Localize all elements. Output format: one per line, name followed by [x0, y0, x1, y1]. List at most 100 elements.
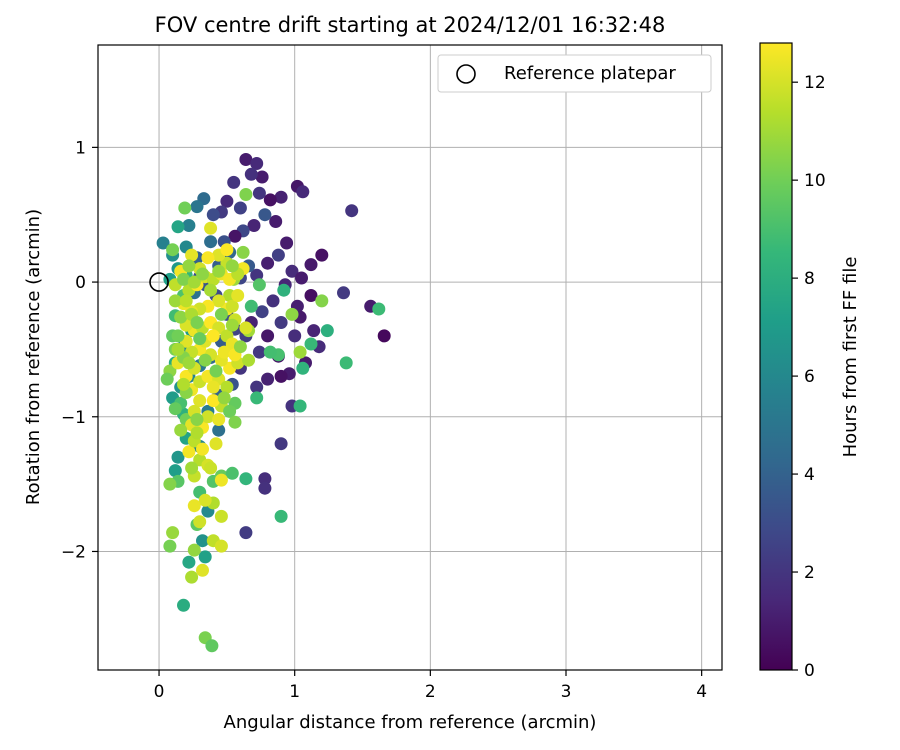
data-point [242, 353, 256, 367]
data-point [204, 461, 218, 475]
x-axis-label: Angular distance from reference (arcmin) [224, 712, 597, 733]
data-point [185, 461, 199, 475]
legend: Reference platepar [437, 54, 712, 93]
data-point [156, 236, 170, 250]
data-point [252, 186, 266, 200]
data-point [217, 345, 231, 359]
data-point [315, 294, 329, 308]
data-point [187, 543, 201, 557]
colorbar-label: Hours from first FF file [840, 257, 861, 458]
data-point [220, 194, 234, 208]
data-point [304, 337, 318, 351]
data-point [174, 310, 188, 324]
colorbar-tick-label: 0 [804, 661, 815, 681]
data-point [193, 394, 207, 408]
data-point [160, 372, 174, 386]
data-point [182, 555, 196, 569]
data-point [198, 493, 212, 507]
data-point [258, 208, 272, 222]
data-point [220, 243, 234, 257]
data-point [304, 258, 318, 272]
data-point [244, 299, 258, 313]
data-point [239, 188, 253, 201]
data-point [339, 356, 353, 370]
data-point [244, 167, 258, 181]
data-point [223, 404, 237, 418]
data-point [261, 256, 275, 270]
data-point [372, 302, 386, 316]
data-point [174, 423, 188, 437]
data-point [269, 215, 283, 228]
colorbar-tick-label: 8 [804, 269, 815, 289]
data-point [171, 220, 185, 234]
data-point [206, 329, 220, 343]
data-point [196, 442, 209, 456]
data-point [377, 329, 391, 343]
data-point [228, 415, 242, 429]
data-point [212, 413, 226, 426]
colorbar-tick-label: 10 [804, 171, 826, 191]
data-point [252, 345, 266, 359]
data-point [166, 526, 180, 540]
data-point [274, 369, 288, 383]
x-tick-label: 4 [696, 682, 707, 702]
data-point [225, 259, 239, 273]
data-point [214, 473, 228, 487]
data-point [217, 391, 231, 405]
data-point [239, 526, 253, 540]
data-point [239, 321, 253, 335]
data-point [201, 251, 215, 265]
colorbar-frame [759, 42, 793, 671]
data-point [266, 294, 280, 308]
data-point [255, 170, 269, 184]
data-point [205, 639, 219, 653]
legend-box [437, 54, 712, 93]
colorbar: 0 2 4 6 8 10 12 Hours from first FF file [759, 42, 861, 681]
data-point [250, 391, 264, 405]
x-tick-label: 3 [561, 682, 572, 702]
data-point [261, 329, 275, 343]
data-point [233, 340, 247, 354]
data-point [204, 221, 218, 235]
data-point [206, 208, 220, 222]
y-axis-label: Rotation from reference (arcmin) [23, 209, 44, 505]
data-point [236, 245, 250, 259]
data-point [220, 380, 234, 394]
legend-entry-label: Reference platepar [504, 63, 676, 84]
y-tick-label: 0 [75, 273, 86, 293]
data-point [274, 509, 288, 523]
data-points [156, 153, 391, 653]
data-point [296, 185, 310, 199]
data-point [337, 286, 350, 300]
data-point [190, 413, 204, 426]
data-point [196, 563, 209, 577]
data-point [225, 299, 239, 313]
data-point [288, 329, 302, 343]
data-point [187, 275, 201, 289]
data-point [179, 294, 193, 308]
data-point [201, 410, 215, 424]
data-point [307, 324, 321, 338]
data-point [239, 153, 253, 166]
reference-platepar-marker [149, 272, 169, 292]
data-point [163, 477, 177, 491]
x-tick-label: 2 [425, 682, 436, 702]
data-point [225, 466, 239, 480]
data-point [190, 426, 204, 440]
y-axis-ticks: 1 0 −1 −2 [61, 138, 98, 562]
data-point [206, 380, 220, 394]
data-point [209, 364, 223, 378]
data-point [263, 193, 277, 207]
data-point [163, 539, 177, 553]
data-point [293, 399, 307, 413]
colorbar-tick-label: 12 [804, 73, 826, 93]
data-point [214, 307, 228, 321]
data-point [182, 259, 196, 273]
data-point [274, 316, 288, 329]
data-point [212, 423, 226, 437]
colorbar-tick-label: 2 [804, 563, 815, 583]
data-point [185, 248, 199, 262]
data-point [177, 377, 190, 391]
data-point [252, 278, 266, 292]
